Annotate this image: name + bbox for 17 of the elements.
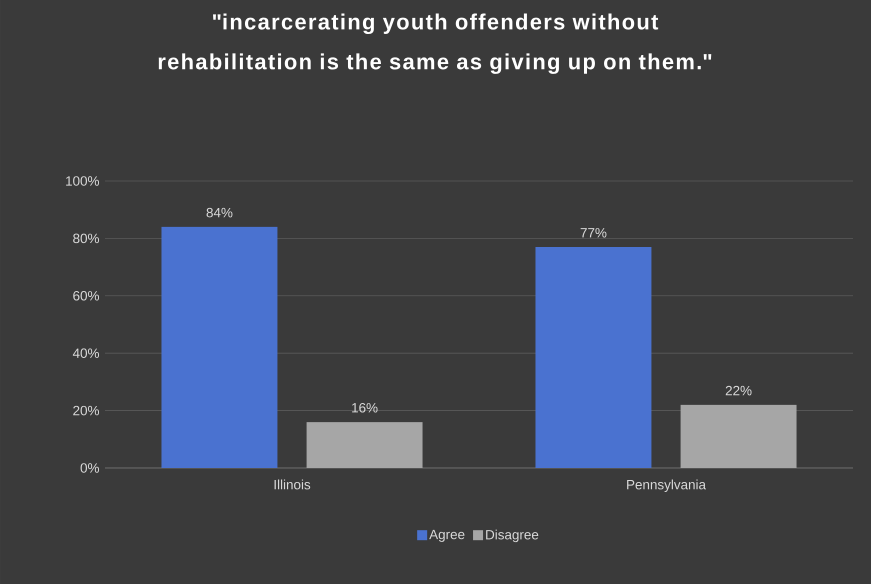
- x-tick-label: Pennsylvania: [627, 480, 706, 492]
- data-label: 16%: [352, 403, 378, 413]
- data-label: 77%: [580, 228, 606, 238]
- bar: [161, 226, 278, 468]
- data-label: 22%: [726, 386, 752, 396]
- y-tick-label: 0%: [80, 463, 100, 473]
- y-tick-label: 60%: [73, 291, 100, 301]
- x-tick-label: Illinois: [274, 480, 310, 490]
- chart-title: "incarcerating youth offenders without rehabilitation is the same as giving up on them.": [158, 14, 712, 74]
- y-tick-label: 20%: [73, 406, 100, 416]
- bar: [535, 246, 652, 468]
- y-tick-label: 80%: [73, 234, 100, 244]
- y-tick-label: 100%: [66, 176, 100, 186]
- legend-label: Agree: [429, 530, 464, 542]
- y-tick-label: 40%: [72, 348, 100, 358]
- data-label: 84%: [206, 208, 232, 218]
- legend-label: Disagree: [486, 530, 538, 542]
